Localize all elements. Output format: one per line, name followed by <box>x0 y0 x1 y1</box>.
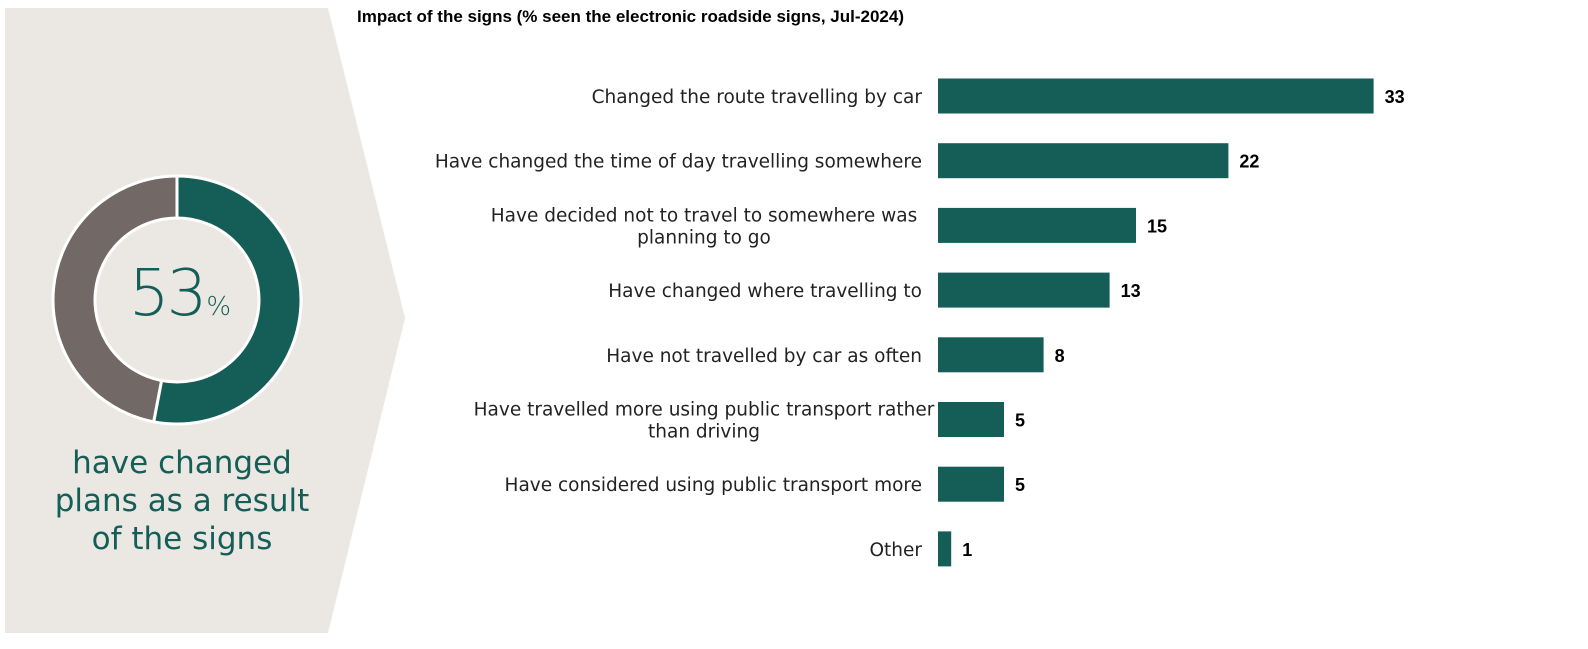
summary-panel: 53% have changed plans as a result of th… <box>0 0 420 649</box>
bar <box>938 402 1004 437</box>
bar-value-label: 5 <box>1015 475 1025 495</box>
category-label-line: Other <box>869 540 922 561</box>
category-label-line: Have considered using public transport m… <box>505 475 922 496</box>
bar-value-label: 15 <box>1147 216 1167 236</box>
bar-value-label: 13 <box>1121 281 1141 301</box>
donut-chart <box>51 174 303 426</box>
category-label: Have changed where travelling to <box>608 281 922 302</box>
summary-stat-value: 53 <box>128 257 207 331</box>
summary-caption-line: plans as a result <box>54 483 310 519</box>
category-label-line: Have changed where travelling to <box>608 281 922 302</box>
category-label-line: Changed the route travelling by car <box>592 87 923 108</box>
category-label-line: than driving <box>648 422 760 443</box>
bar <box>938 143 1229 179</box>
bar-value-label: 1 <box>962 540 972 560</box>
bar <box>938 207 1136 243</box>
bar-value-label: 33 <box>1385 87 1405 107</box>
bar <box>938 466 1004 502</box>
bar <box>938 78 1374 114</box>
summary-caption-line: have changed <box>72 445 292 481</box>
category-label: Have considered using public transport m… <box>505 475 922 496</box>
chart-title: Impact of the signs (% seen the electron… <box>357 7 904 26</box>
donut-remainder-segment <box>51 174 179 424</box>
category-label: Have changed the time of day travelling … <box>435 152 922 173</box>
category-label: Have decided not to travel to somewhere … <box>491 205 917 248</box>
donut-value-segment <box>152 174 303 426</box>
bar-value-label: 22 <box>1239 152 1259 172</box>
summary-stat-unit: % <box>206 292 232 322</box>
bar-chart: 33 Changed the route travelling by car 22 H… <box>435 78 1405 567</box>
bar-value-label: 8 <box>1055 346 1065 366</box>
category-label-line: planning to go <box>637 227 771 248</box>
bar <box>938 272 1110 308</box>
category-label: Have not travelled by car as often <box>606 346 922 367</box>
category-label: Other <box>869 540 922 561</box>
category-label-line: Have decided not to travel to somewhere … <box>491 205 917 226</box>
chevron-panel-shape <box>5 8 405 633</box>
category-label: Changed the route travelling by car <box>592 87 923 108</box>
bar-value-label: 5 <box>1015 411 1025 431</box>
summary-panel-background <box>5 8 405 633</box>
category-label-line: Have changed the time of day travelling … <box>435 152 922 173</box>
category-label-line: Have travelled more using public transpo… <box>474 400 935 421</box>
bar <box>938 337 1044 373</box>
summary-stat: 53% <box>100 262 260 326</box>
category-label-line: Have not travelled by car as often <box>606 346 922 367</box>
bar <box>938 531 952 567</box>
summary-caption-line: of the signs <box>91 521 273 557</box>
summary-caption: have changed plans as a result of the si… <box>22 444 342 558</box>
category-label: Have travelled more using public transpo… <box>474 400 935 443</box>
